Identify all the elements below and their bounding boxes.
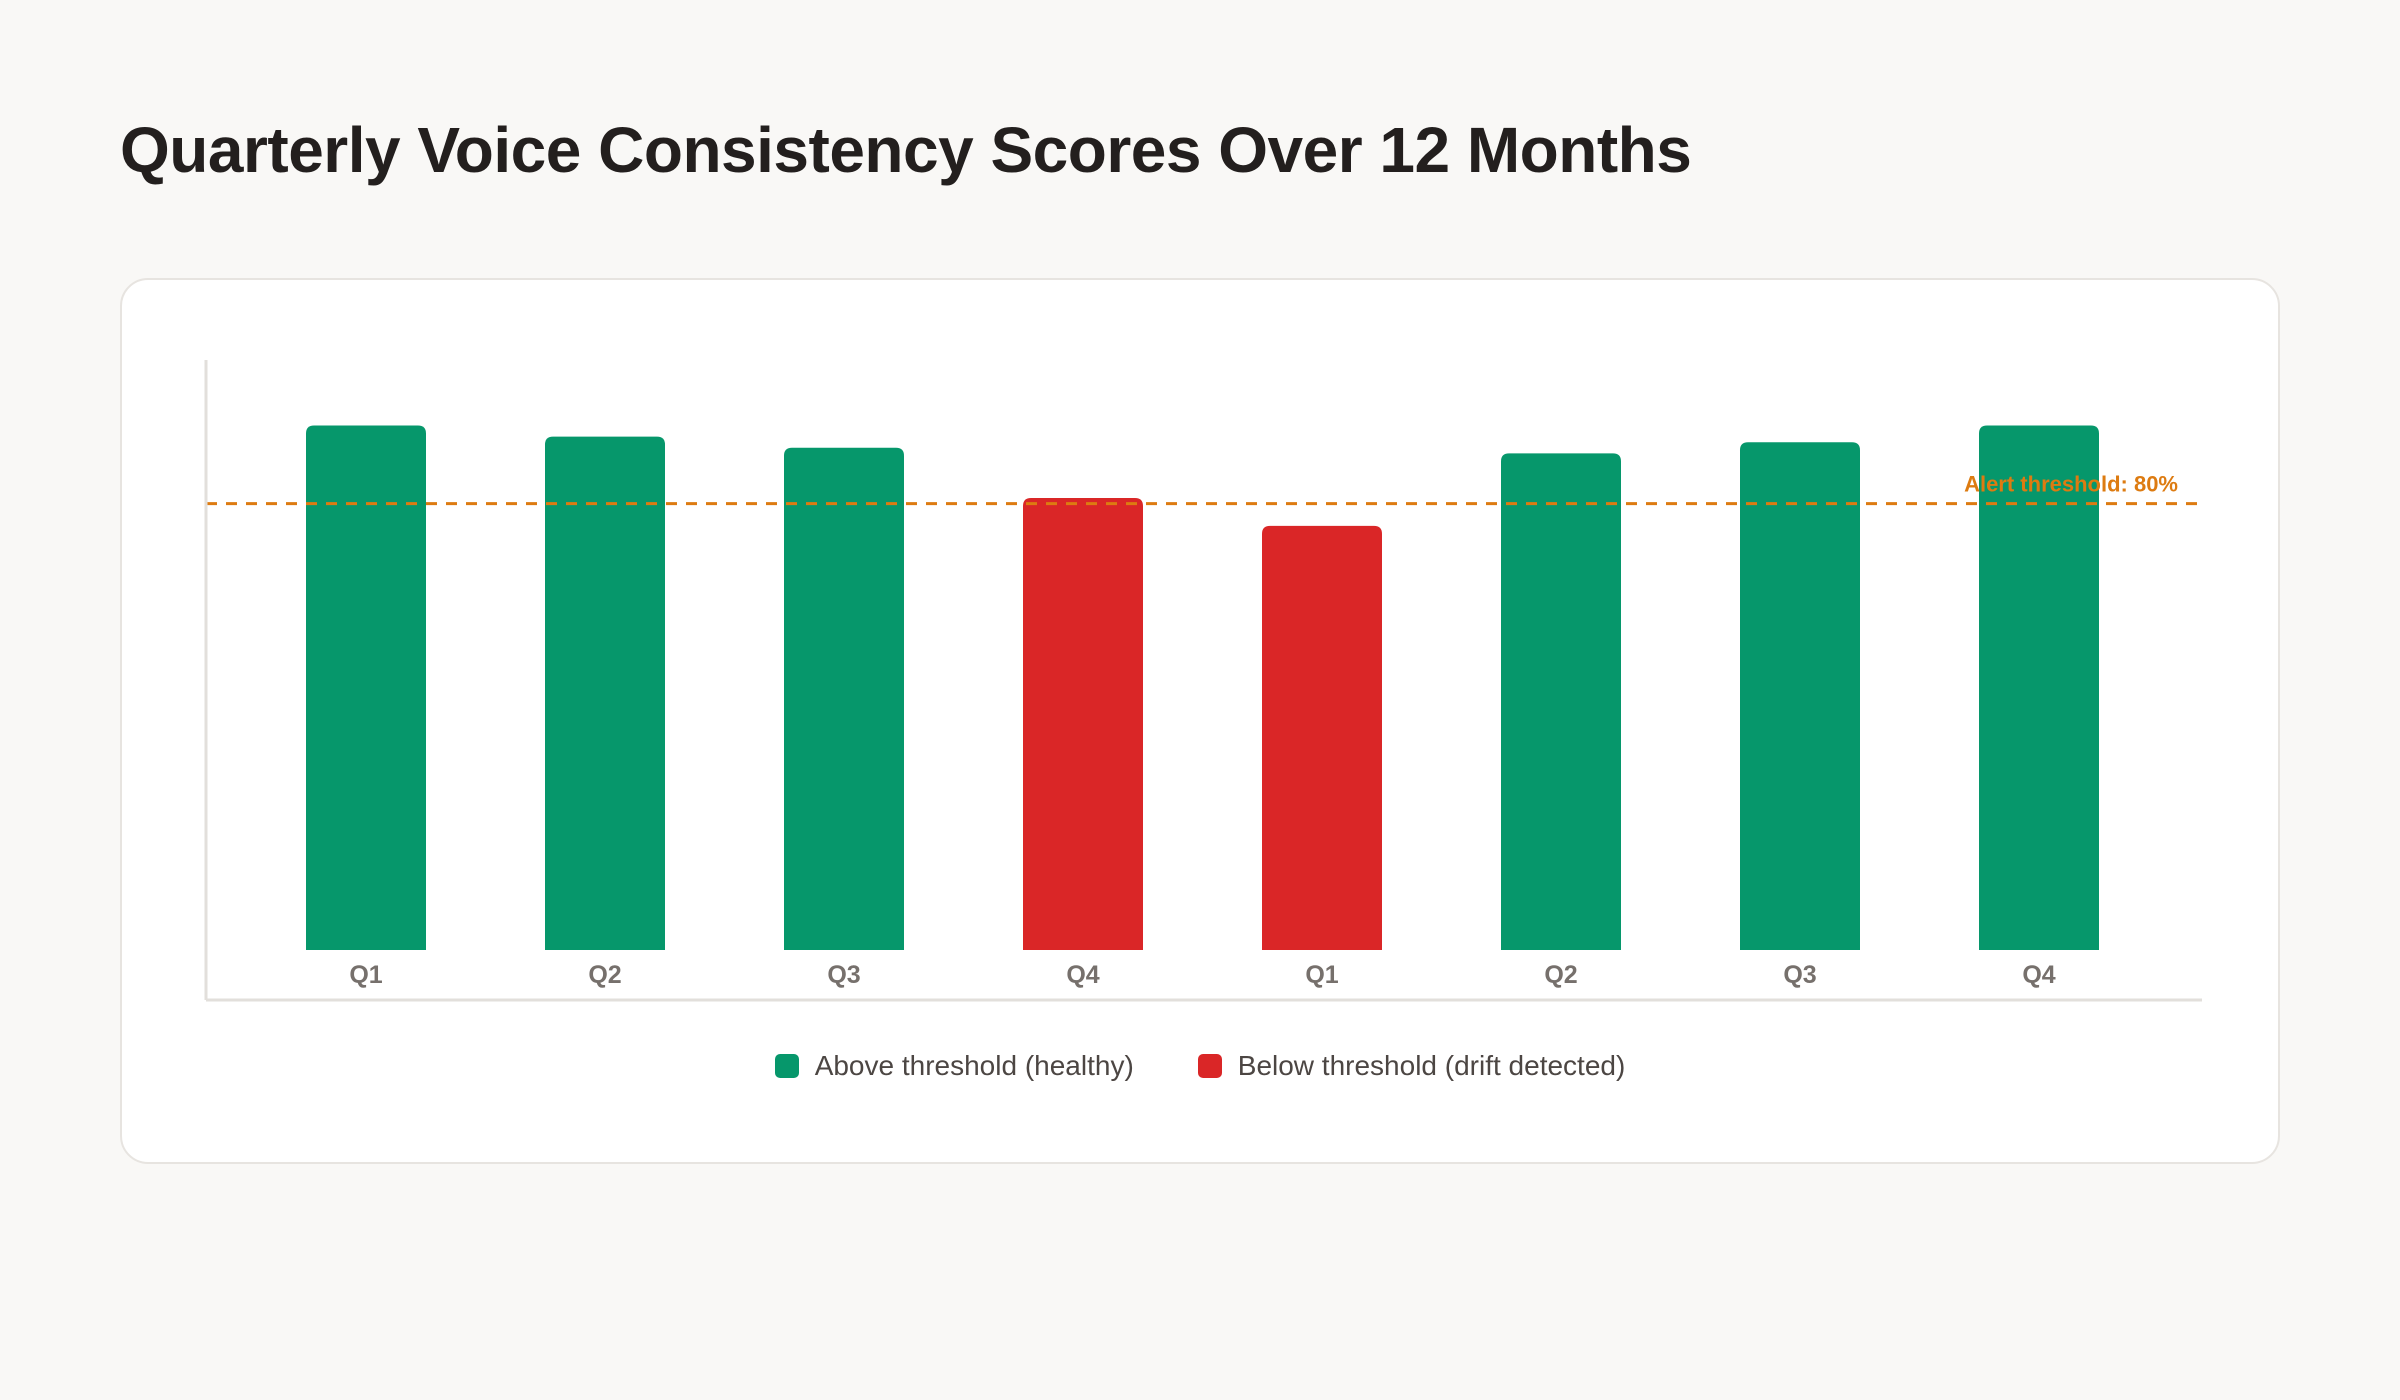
x-tick-label: Q3 <box>827 961 860 989</box>
legend-item-drift: Below threshold (drift detected) <box>1197 1050 1626 1082</box>
bar-6 <box>1501 453 1621 950</box>
x-tick-label: Q2 <box>588 961 621 989</box>
legend-swatch-drift <box>1197 1054 1222 1078</box>
x-tick-label: Q1 <box>349 961 382 989</box>
tick-labels-layer: Q1 Q2 Q3 Q4 Q1 Q2 Q3 Q4 <box>349 961 2055 989</box>
bar-1 <box>306 425 426 950</box>
bar-3 <box>784 447 904 950</box>
legend-label-drift: Below threshold (drift detected) <box>1237 1050 1626 1081</box>
bar-5 <box>1262 525 1382 950</box>
page-title: Quarterly Voice Consistency Scores Over … <box>120 114 1692 186</box>
x-tick-label: Q2 <box>1544 961 1577 989</box>
x-tick-label: Q1 <box>1305 961 1338 989</box>
x-tick-label: Q4 <box>1066 961 1099 989</box>
legend-swatch-healthy <box>774 1054 799 1078</box>
legend: Above threshold (healthy) Below threshol… <box>122 1050 2278 1082</box>
bars-layer <box>306 425 2099 950</box>
bar-8 <box>1979 425 2099 950</box>
legend-label-healthy: Above threshold (healthy) <box>814 1050 1134 1081</box>
x-tick-label: Q3 <box>1783 961 1816 989</box>
bar-chart: Alert threshold: 80% Q1 Q2 Q3 Q4 Q1 Q2 Q3 Q4 <box>204 360 2202 1002</box>
bar-2 <box>545 436 665 950</box>
bar-4 <box>1023 498 1143 950</box>
x-tick-label: Q4 <box>2022 961 2055 989</box>
legend-item-healthy: Above threshold (healthy) <box>774 1050 1134 1082</box>
bar-7 <box>1740 442 1860 950</box>
chart-card: Alert threshold: 80% Q1 Q2 Q3 Q4 Q1 Q2 Q3 Q4 Ab… <box>120 278 2280 1164</box>
threshold-label: Alert threshold: 80% <box>1964 472 2178 497</box>
